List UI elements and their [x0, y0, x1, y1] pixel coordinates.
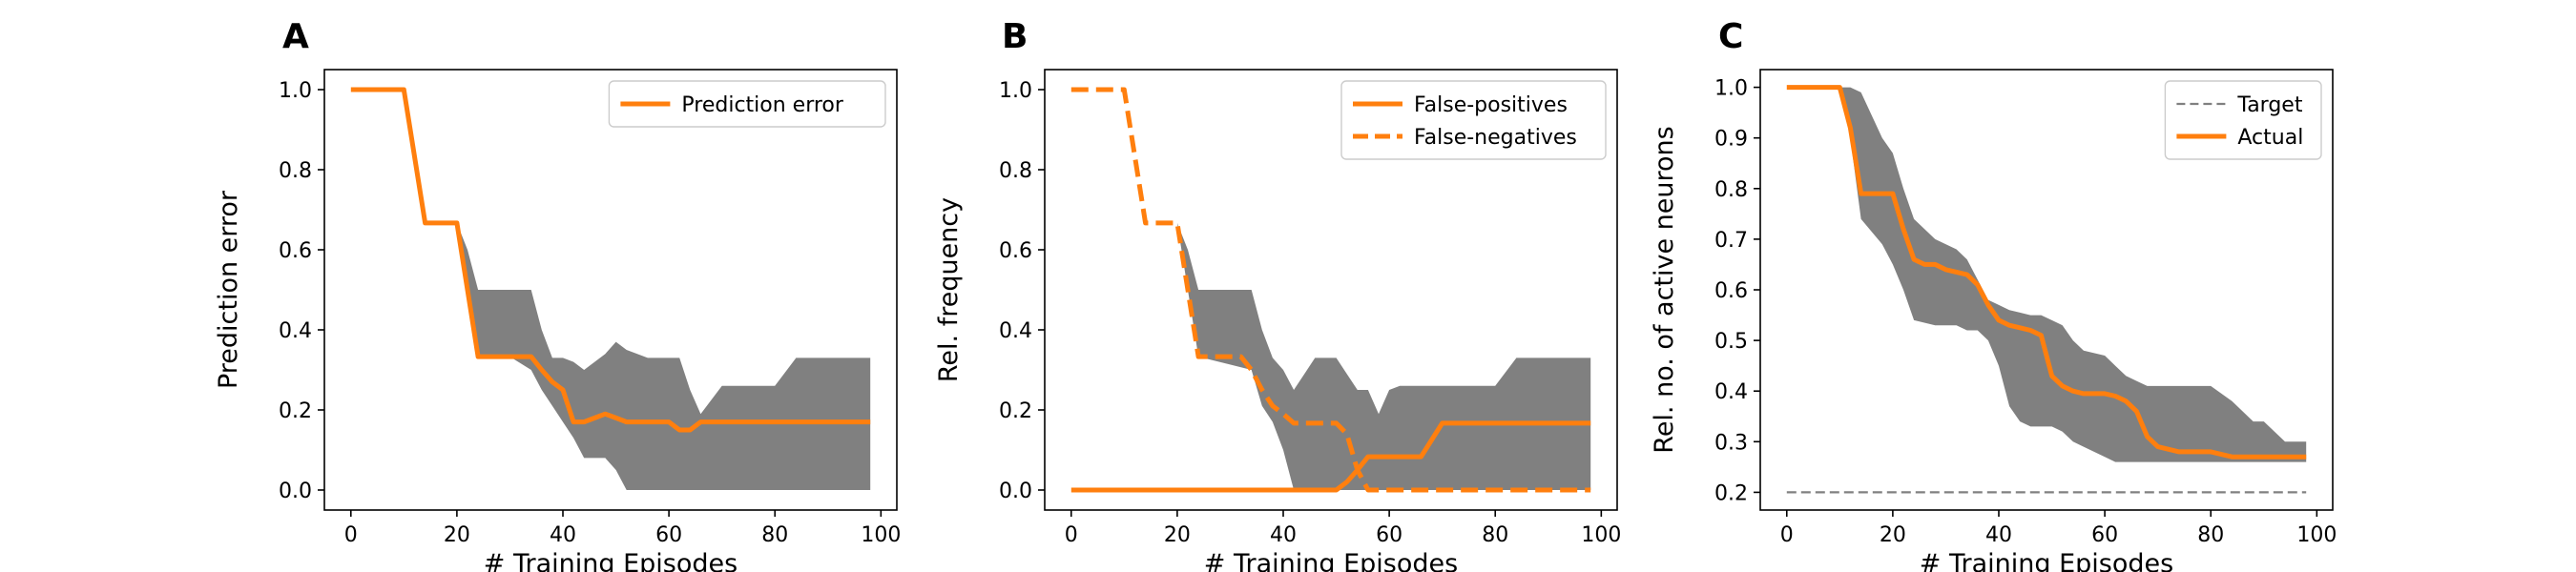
- variability-band: [350, 90, 871, 490]
- legend-box: [1340, 80, 1607, 160]
- series-line: [1070, 87, 1591, 493]
- y-tick-label: 0.4: [999, 319, 1032, 343]
- x-tick-label: 0: [1065, 523, 1078, 547]
- panel-letter: B: [1002, 17, 1028, 56]
- y-tick-label: 0.3: [1714, 431, 1748, 455]
- y-tick-label: 0.4: [279, 319, 312, 343]
- y-tick-label: 0.9: [1714, 128, 1748, 152]
- x-tick-label: 20: [444, 523, 470, 547]
- y-tick-label: 0.6: [1714, 279, 1748, 303]
- legend-label: Actual: [2237, 126, 2303, 150]
- x-tick-label: 0: [344, 523, 358, 547]
- x-tick-label: 80: [761, 523, 788, 547]
- panel-letter: A: [282, 17, 309, 56]
- x-tick-label: 60: [2091, 523, 2118, 547]
- y-tick-label: 0.2: [999, 399, 1032, 423]
- y-tick-label: 1.0: [279, 79, 312, 103]
- x-tick-label: 40: [1270, 523, 1297, 547]
- y-tick-label: 0.7: [1714, 229, 1748, 253]
- y-axis-label: Prediction error: [214, 190, 243, 389]
- x-axis-label: # Training Episodes: [484, 549, 737, 572]
- x-tick-label: 100: [1581, 523, 1621, 547]
- y-tick-label: 0.8: [1714, 178, 1748, 202]
- y-tick-label: 0.2: [1714, 481, 1748, 505]
- axes-frame: [323, 69, 898, 511]
- panel-b: B 0 20 40 60 80 100 0.0 0.2 0.4 0.6 0.8 1.0 # Trainin…: [934, 17, 1621, 572]
- series-line: [1786, 85, 2307, 460]
- y-axis-label: Rel. frequency: [934, 197, 964, 382]
- x-tick-label: 40: [1985, 523, 2012, 547]
- legend-box: [2164, 80, 2322, 160]
- x-axis-label: # Training Episodes: [1204, 549, 1458, 572]
- legend-label: Target: [2236, 93, 2302, 117]
- y-tick-label: 0.2: [279, 399, 312, 423]
- y-tick-label: 1.0: [999, 79, 1032, 103]
- y-tick-label: 0.0: [279, 480, 312, 503]
- x-tick-label: 100: [2296, 523, 2337, 547]
- y-tick-label: 0.8: [279, 159, 312, 183]
- legend-box: [608, 80, 886, 128]
- panel-letter: C: [1718, 17, 1743, 56]
- variability-band: [1786, 87, 2307, 462]
- x-tick-label: 20: [1164, 523, 1191, 547]
- x-tick-label: 80: [1482, 523, 1508, 547]
- x-tick-label: 60: [655, 523, 682, 547]
- x-axis-label: # Training Episodes: [1920, 549, 2173, 572]
- panel-a: A 0 20 40 60 80 100 0.0 0.2 0.4 0.6 0.8 1.0 # Trainin…: [214, 17, 901, 572]
- legend-label: Prediction error: [681, 93, 843, 117]
- y-tick-label: 0.4: [1714, 380, 1748, 404]
- series-line: [350, 87, 871, 433]
- y-tick-label: 0.6: [279, 239, 312, 263]
- legend-label: False-negatives: [1414, 126, 1577, 150]
- x-tick-label: 0: [1780, 523, 1794, 547]
- variability-band: [1070, 90, 1591, 490]
- x-tick-label: 60: [1376, 523, 1402, 547]
- x-tick-label: 20: [1880, 523, 1906, 547]
- y-tick-label: 0.5: [1714, 330, 1748, 354]
- axes-frame: [1044, 69, 1618, 511]
- y-tick-label: 0.8: [999, 159, 1032, 183]
- legend-label: False-positives: [1414, 93, 1568, 117]
- y-axis-label: Rel. no. of active neurons: [1650, 126, 1679, 453]
- y-tick-label: 0.0: [999, 480, 1032, 503]
- y-tick-label: 0.6: [999, 239, 1032, 263]
- panel-c: C 0 20 40 60 80 100 0.2 0.3 0.4 0.5 0.6 0.7 0.8 0.9 1.0…: [1650, 17, 2337, 572]
- y-tick-label: 1.0: [1714, 77, 1748, 101]
- series-line: [1070, 420, 1591, 493]
- x-tick-label: 80: [2197, 523, 2224, 547]
- x-tick-label: 100: [861, 523, 901, 547]
- x-tick-label: 40: [550, 523, 576, 547]
